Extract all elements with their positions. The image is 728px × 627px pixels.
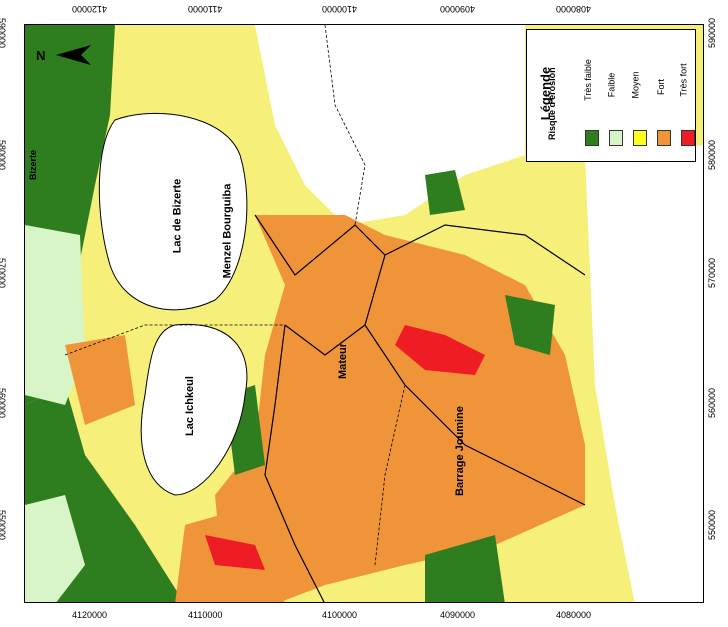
tick-bottom-5: 4080000 — [556, 610, 592, 620]
lac-de-bizerte — [98, 112, 248, 311]
tick-left-1: 590000 — [0, 17, 7, 49]
tick-right-3: 570000 — [707, 257, 717, 289]
tick-right-2: 580000 — [707, 139, 717, 171]
label-bizerte: Bizerte — [28, 149, 39, 181]
tick-right-4: 560000 — [707, 387, 717, 419]
legend-box: Légende Risque d'érosion Très faible Fai… — [526, 29, 696, 162]
legend-label-faible: Faible — [606, 72, 617, 98]
fort-zone — [65, 335, 135, 425]
tick-left-3: 570000 — [0, 257, 7, 289]
unclassified-zone — [585, 145, 703, 602]
label-barrage-joumine: Barrage Joumine — [453, 406, 466, 496]
legend-label-tres-fort: Très fort — [678, 63, 689, 97]
legend-swatch-moyen — [633, 130, 647, 146]
north-label: N — [36, 48, 45, 63]
tick-left-4: 560000 — [0, 387, 7, 419]
tick-bottom-2: 4110000 — [188, 610, 223, 620]
boundary-line — [384, 224, 586, 276]
fort-zone — [215, 215, 585, 602]
label-lac-bizerte: Lac de Bizerte — [171, 178, 184, 254]
legend-subtitle: Risque d'érosion — [547, 67, 557, 140]
tick-top-4: 4090000 — [440, 4, 476, 14]
tres-faible-zone — [425, 535, 505, 602]
tick-right-5: 550000 — [707, 509, 717, 541]
tick-right-1: 590000 — [707, 17, 717, 49]
legend-swatch-fort — [657, 130, 671, 146]
tick-top-1: 4120000 — [72, 4, 108, 14]
boundary-line — [364, 324, 586, 506]
tick-bottom-1: 4120000 — [72, 610, 108, 620]
road-line — [324, 25, 366, 226]
north-arrow: N — [36, 40, 96, 75]
lac-ichkeul — [140, 323, 248, 496]
tick-top-5: 4080000 — [556, 4, 592, 14]
label-mateur: Mateur — [337, 342, 350, 380]
legend-label-tres-faible: Très faible — [582, 59, 593, 101]
tick-top-3: 4100000 — [322, 4, 358, 14]
legend-swatch-faible — [609, 130, 623, 146]
tick-bottom-4: 4090000 — [440, 610, 476, 620]
map-canvas — [25, 25, 703, 602]
north-arrow-icon: N — [36, 45, 91, 65]
boundary-line — [264, 324, 325, 602]
tres-fort-zone — [395, 325, 485, 375]
tres-faible-zone — [505, 295, 555, 355]
tick-top-2: 4110000 — [188, 4, 223, 14]
road-line — [374, 384, 406, 566]
label-lac-ichkeul: Lac Ichkeul — [183, 376, 196, 436]
label-menzel-bourguiba: Menzel Bourguiba — [221, 183, 234, 279]
legend-swatch-tres-fort — [681, 130, 695, 146]
tick-left-2: 580000 — [0, 139, 7, 171]
legend-label-fort: Fort — [656, 78, 667, 96]
legend-label-moyen: Moyen — [630, 71, 641, 99]
tres-fort-zone — [205, 535, 265, 570]
tick-left-5: 550000 — [0, 509, 7, 541]
tick-bottom-3: 4100000 — [322, 610, 358, 620]
unclassified-zone — [255, 25, 525, 225]
road-line — [64, 324, 285, 356]
legend-swatch-tres-faible — [585, 130, 599, 146]
tres-faible-zone — [425, 170, 465, 215]
faible-zone — [25, 495, 85, 602]
